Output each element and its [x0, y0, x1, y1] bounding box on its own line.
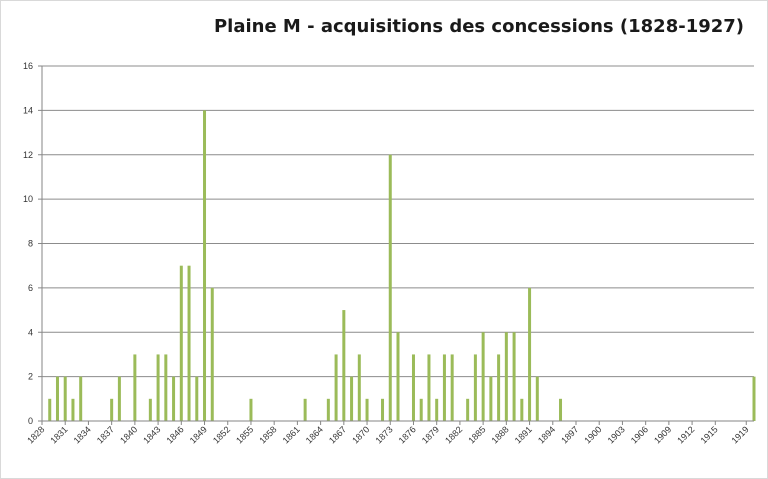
x-tick-label: 1882 [443, 424, 464, 445]
bar-1844 [164, 354, 168, 421]
bar-1849 [203, 110, 207, 421]
bar-1847 [187, 265, 191, 421]
x-tick-label: 1849 [188, 424, 209, 445]
x-tick-label: 1885 [466, 424, 487, 445]
bar-1889 [512, 332, 516, 421]
bar-1838 [117, 376, 121, 421]
x-tick-label: 1912 [675, 424, 696, 445]
bar-1886 [489, 376, 493, 421]
bar-1843 [156, 354, 160, 421]
bar-1878 [427, 354, 431, 421]
bar-1833 [79, 376, 83, 421]
bar-1842 [148, 398, 152, 421]
bar-1840 [133, 354, 137, 421]
x-tick-label: 1840 [118, 424, 139, 445]
bar-1830 [55, 376, 59, 421]
bar-1862 [303, 398, 307, 421]
bar-1846 [179, 265, 183, 421]
y-tick-label: 16 [23, 61, 33, 71]
y-tick-label: 0 [28, 416, 33, 426]
bar-1855 [249, 398, 253, 421]
y-axis-tick-labels: 0 2 4 6 8 10 12 14 16 [23, 61, 33, 426]
x-tick-label: 1828 [25, 424, 46, 445]
bars [48, 110, 756, 421]
bar-1873 [388, 154, 392, 421]
y-tick-label: 10 [23, 194, 33, 204]
bar-1831 [63, 376, 67, 421]
y-tick-label: 14 [23, 105, 33, 115]
x-tick-label: 1876 [397, 424, 418, 445]
bar-1895 [559, 398, 563, 421]
x-tick-label: 1888 [490, 424, 511, 445]
x-tick-label: 1915 [698, 424, 719, 445]
x-tick-label: 1834 [72, 424, 93, 445]
x-tick-label: 1903 [606, 424, 627, 445]
x-tick-label: 1900 [582, 424, 603, 445]
x-tick-label: 1906 [629, 424, 650, 445]
x-tick-label: 1919 [729, 424, 750, 445]
bar-1890 [520, 398, 524, 421]
bar-1829 [48, 398, 52, 421]
bar-1892 [535, 376, 539, 421]
y-tick-label: 8 [28, 239, 33, 249]
bar-1881 [450, 354, 454, 421]
x-tick-label: 1852 [211, 424, 232, 445]
bar-1876 [411, 354, 415, 421]
x-tick-label: 1891 [513, 424, 534, 445]
x-tick-label: 1837 [95, 424, 116, 445]
bar-1885 [481, 332, 485, 421]
x-tick-label: 1861 [281, 424, 302, 445]
x-tick-label: 1894 [536, 424, 557, 445]
bar-1837 [110, 398, 114, 421]
bar-1920 [752, 376, 756, 421]
gridlines [42, 65, 754, 378]
bar-1869 [357, 354, 361, 421]
bar-1865 [326, 398, 330, 421]
x-tick-label: 1864 [304, 424, 325, 445]
bar-1870 [365, 398, 369, 421]
x-axis-tick-labels: 1828 1831 1834 1837 1840 1843 1846 1849 1852 1855… [25, 424, 750, 445]
x-tick-label: 1870 [350, 424, 371, 445]
bar-1888 [504, 332, 508, 421]
chart-title: Plaine M - acquisitions des concessions … [213, 16, 745, 37]
bar-1866 [334, 354, 338, 421]
bar-1891 [528, 287, 532, 421]
bar-1879 [435, 398, 439, 421]
bar-1877 [419, 398, 423, 421]
y-tick-label: 2 [28, 372, 33, 382]
x-tick-label: 1879 [420, 424, 441, 445]
bar-1848 [195, 376, 199, 421]
bar-1868 [350, 376, 354, 421]
bar-1832 [71, 398, 75, 421]
bar-1845 [172, 376, 176, 421]
bar-1887 [497, 354, 501, 421]
y-tick-label: 12 [23, 150, 33, 160]
bar-1872 [381, 398, 385, 421]
x-tick-label: 1867 [327, 424, 348, 445]
y-tick-label: 4 [28, 327, 33, 337]
bar-1867 [342, 310, 346, 421]
axes [38, 65, 754, 425]
x-tick-label: 1873 [373, 424, 394, 445]
x-tick-label: 1858 [257, 424, 278, 445]
bar-1884 [473, 354, 477, 421]
bar-1880 [442, 354, 446, 421]
x-tick-label: 1909 [652, 424, 673, 445]
y-tick-label: 6 [28, 283, 33, 293]
x-tick-label: 1846 [164, 424, 185, 445]
x-tick-label: 1843 [141, 424, 162, 445]
bar-1883 [466, 398, 470, 421]
bar-1850 [210, 287, 214, 421]
x-tick-label: 1831 [48, 424, 69, 445]
x-tick-label: 1897 [559, 424, 580, 445]
x-tick-label: 1855 [234, 424, 255, 445]
bar-1874 [396, 332, 400, 421]
